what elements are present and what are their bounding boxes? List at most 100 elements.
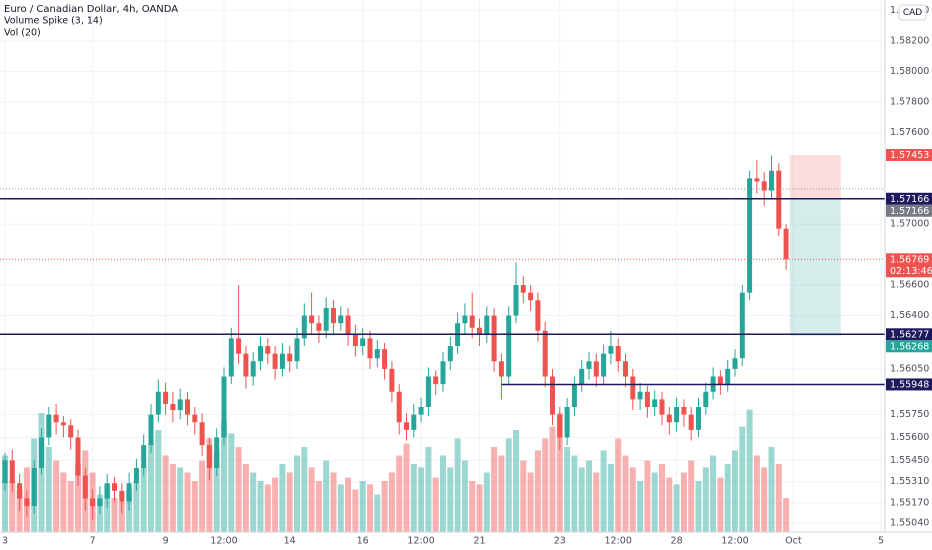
y-tick-label: 1.57800 xyxy=(890,97,929,108)
chart-title: Euro / Canadian Dollar, 4h, OANDA xyxy=(4,4,178,15)
candle-body xyxy=(644,391,650,408)
volume-bar xyxy=(191,481,198,532)
volume-bar xyxy=(228,433,235,532)
candle-body xyxy=(24,498,30,507)
volume-bar xyxy=(556,413,563,532)
candle-body xyxy=(294,338,300,362)
candle-body xyxy=(615,346,621,362)
candle-body xyxy=(550,376,555,415)
candle-body xyxy=(214,437,220,468)
volume-bar xyxy=(534,450,541,532)
volume-bar xyxy=(454,438,461,532)
candle-body xyxy=(345,315,351,334)
candle-body xyxy=(542,330,548,377)
candle-body xyxy=(82,475,88,499)
x-tick-label: Oct xyxy=(785,536,802,547)
volume-bar xyxy=(315,481,322,532)
volume-bar xyxy=(578,467,585,532)
candle-body xyxy=(141,445,147,468)
candle-body xyxy=(309,315,315,324)
candle-body xyxy=(732,358,738,369)
volume-bar xyxy=(2,455,8,532)
volume-bar xyxy=(330,472,337,532)
volume-bar xyxy=(732,450,738,532)
volume-bar xyxy=(367,484,373,532)
candle-body xyxy=(520,285,526,293)
candle-body xyxy=(155,391,161,415)
volume-bar xyxy=(126,489,133,532)
candle-body xyxy=(593,361,599,377)
candle-body xyxy=(112,483,117,491)
candle-body xyxy=(192,414,198,423)
candle-body xyxy=(126,483,132,502)
indicator-label: Vol (20) xyxy=(4,28,41,39)
y-tick-label: 1.58200 xyxy=(890,36,929,47)
x-tick-label: 28 xyxy=(671,536,683,547)
candle-body xyxy=(206,445,212,468)
candle-body xyxy=(579,368,585,385)
candle-body xyxy=(374,349,380,359)
volume-bar xyxy=(374,494,381,532)
candle-body xyxy=(60,422,66,426)
price-badge xyxy=(886,149,932,162)
volume-bar xyxy=(279,464,286,532)
candle-body xyxy=(331,307,336,324)
volume-bar xyxy=(257,481,264,532)
volume-bar xyxy=(148,443,154,532)
candle-body xyxy=(9,460,15,484)
volume-bar xyxy=(469,481,476,532)
currency-button[interactable] xyxy=(898,4,927,21)
volume-bar xyxy=(505,438,512,532)
volume-bar xyxy=(717,477,724,532)
volume-bar xyxy=(549,426,556,532)
candle-body xyxy=(674,407,680,423)
volume-bar xyxy=(564,447,571,532)
volume-bar xyxy=(111,498,118,532)
volume-bar xyxy=(586,460,592,532)
y-tick-label: 1.57600 xyxy=(890,127,929,138)
currency-label[interactable]: CAD xyxy=(903,8,922,18)
candle-body xyxy=(681,407,687,415)
candle-body xyxy=(199,422,205,446)
volume-bar xyxy=(213,450,220,532)
candle-body xyxy=(404,422,409,430)
candle-body xyxy=(68,425,74,438)
volume-bar xyxy=(783,498,790,532)
volume-bar xyxy=(688,460,695,532)
volume-bar xyxy=(768,447,775,532)
candle-body xyxy=(31,467,37,507)
volume-bar xyxy=(695,481,702,532)
y-tick-label: 1.55310 xyxy=(890,476,929,487)
volume-bar xyxy=(308,467,315,532)
volume-bar xyxy=(622,455,629,532)
volume-bar xyxy=(644,460,651,532)
price-badge xyxy=(886,340,932,353)
candle-body xyxy=(586,361,592,369)
volume-bar xyxy=(45,447,52,532)
candle-body xyxy=(717,376,723,385)
y-tick-label: 1.55750 xyxy=(890,409,929,420)
volume-bar xyxy=(16,489,23,532)
candle-body xyxy=(170,403,176,411)
volume-bar xyxy=(425,447,432,532)
candle-body xyxy=(761,181,767,191)
candle-body xyxy=(783,228,789,260)
volume-bar xyxy=(155,430,162,532)
candle-body xyxy=(177,399,183,411)
candle-body xyxy=(498,361,504,377)
y-tick-label: 1.56050 xyxy=(890,363,929,374)
candle-body xyxy=(769,170,774,191)
x-tick-label: 21 xyxy=(473,536,485,547)
candle-body xyxy=(418,407,424,415)
candle-body xyxy=(637,391,643,400)
volume-bar xyxy=(286,472,293,532)
volume-bar xyxy=(301,447,308,532)
volume-bar xyxy=(491,447,498,532)
volume-bar xyxy=(75,464,81,532)
volume-bar xyxy=(702,467,709,532)
candle-body xyxy=(513,285,519,316)
price-badge xyxy=(886,328,932,341)
volume-bar xyxy=(242,464,249,532)
volume-bar xyxy=(753,455,760,532)
candle-body xyxy=(396,391,402,423)
